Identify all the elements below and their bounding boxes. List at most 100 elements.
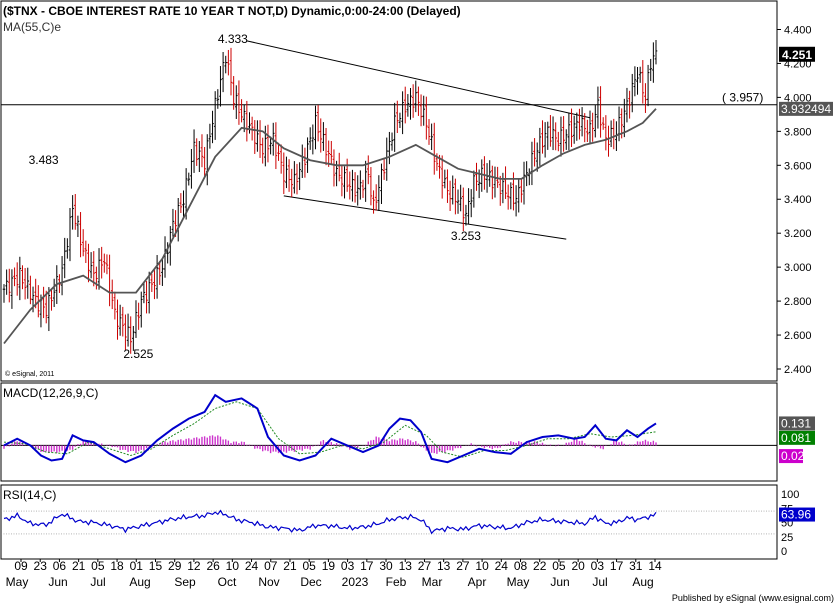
ohlc-bar: [514, 185, 518, 217]
x-day-label: 07: [264, 559, 278, 573]
ohlc-bar: [237, 80, 241, 125]
rsi-tick-label: 100: [781, 489, 799, 501]
ohlc-bar: [475, 162, 478, 191]
ohlc-bar: [382, 159, 386, 180]
ohlc-bar: [472, 170, 476, 208]
price-annotation: ( 3.957): [722, 91, 763, 105]
ohlc-bar: [316, 104, 320, 142]
ohlc-bar: [71, 195, 74, 230]
ohlc-bar: [535, 142, 539, 172]
ohlc-bar: [60, 256, 64, 296]
ohlc-bar: [324, 127, 328, 166]
x-day-label: 15: [149, 559, 163, 573]
x-day-label: 29: [168, 559, 182, 573]
ohlc-bar: [2, 284, 6, 303]
x-month-label: May: [6, 575, 29, 589]
x-day-label: 05: [91, 559, 105, 573]
ohlc-bar: [153, 270, 156, 300]
ohlc-bar: [132, 325, 135, 351]
last-price-badge-text: 4.251: [782, 48, 812, 62]
x-day-label: 13: [437, 559, 451, 573]
x-day-label: 30: [379, 559, 393, 573]
ohlc-bar: [419, 94, 423, 127]
ohlc-bar: [430, 123, 433, 151]
ohlc-bar: [396, 100, 399, 134]
ohlc-bar: [221, 51, 225, 93]
ohlc-bar: [557, 131, 560, 152]
ohlc-bar: [298, 162, 301, 191]
ohlc-bar: [369, 167, 373, 206]
ohlc-bar: [498, 175, 502, 206]
price-annotation: 3.483: [29, 153, 59, 167]
ohlc-bar: [116, 299, 119, 340]
ohlc-bar: [134, 300, 138, 338]
ohlc-bar: [422, 95, 426, 126]
x-month-label: Aug: [632, 575, 653, 589]
ohlc-bar: [150, 273, 154, 292]
chart-title: ($TNX - CBOE INTEREST RATE 10 YEAR T NOT…: [3, 4, 461, 18]
ohlc-bar: [345, 158, 349, 192]
ohlc-bar: [462, 187, 465, 232]
x-month-label: Jun: [550, 575, 569, 589]
price-annotation: 2.525: [123, 347, 153, 361]
signal-value-badge-text: 0.081: [781, 431, 811, 445]
ohlc-bar: [448, 180, 452, 212]
ohlc-bar: [84, 240, 88, 264]
trendline: [246, 40, 591, 119]
ohlc-bar: [279, 144, 283, 174]
x-month-label: Sep: [174, 575, 196, 589]
x-day-label: 09: [14, 559, 28, 573]
ohlc-bar: [593, 105, 597, 138]
ohlc-bar: [47, 287, 51, 332]
ohlc-bar: [308, 127, 312, 150]
ohlc-bar: [401, 91, 404, 135]
ohlc-bar: [137, 302, 140, 330]
ohlc-bar: [287, 159, 291, 192]
ohlc-bar: [81, 229, 85, 257]
published-by-text: Published by eSignal (www.esignal.com): [672, 593, 834, 603]
ohlc-bar: [155, 255, 159, 299]
price-annotation: 4.333: [218, 32, 248, 46]
ohlc-bar: [203, 146, 206, 177]
ohlc-bar: [15, 262, 19, 296]
ohlc-bar: [266, 124, 270, 163]
ohlc-bar: [63, 237, 67, 279]
x-day-label: 10: [226, 559, 240, 573]
ohlc-bar: [66, 238, 69, 259]
ohlc-bar: [229, 47, 233, 96]
x-day-label: 19: [322, 559, 336, 573]
ohlc-bar: [277, 142, 280, 161]
ohlc-bar: [388, 131, 391, 165]
ohlc-bar: [166, 242, 169, 264]
ohlc-bar: [179, 193, 183, 214]
ohlc-bar: [427, 119, 431, 145]
ohlc-bar: [575, 112, 579, 141]
ohlc-bar: [372, 190, 375, 214]
ohlc-bar: [604, 115, 608, 151]
ohlc-bar: [142, 282, 146, 304]
x-day-label: 14: [648, 559, 662, 573]
ohlc-bar: [103, 253, 106, 273]
ohlc-bar: [509, 182, 513, 210]
ohlc-bar: [609, 120, 613, 148]
ohlc-bar: [126, 313, 130, 347]
ohlc-bar: [456, 189, 460, 214]
x-day-label: 12: [187, 559, 201, 573]
ohlc-bar: [18, 256, 22, 301]
ohlc-bar: [488, 160, 492, 187]
ohlc-bar: [533, 138, 536, 167]
copyright-text: © eSignal, 2011: [5, 370, 55, 378]
ohlc-bar: [79, 212, 82, 258]
ohlc-bar: [110, 279, 114, 310]
ohlc-bar: [636, 67, 639, 95]
ohlc-bar: [586, 119, 589, 142]
ohlc-bar: [290, 168, 294, 198]
ohlc-bar: [364, 160, 367, 202]
x-month-label: Feb: [386, 575, 407, 589]
macd-panel-frame: [0, 382, 778, 482]
ohlc-bar: [187, 172, 191, 186]
x-day-label: 03: [591, 559, 605, 573]
ohlc-bar: [113, 291, 117, 320]
x-day-label: 21: [72, 559, 86, 573]
ohlc-bar: [377, 175, 381, 212]
